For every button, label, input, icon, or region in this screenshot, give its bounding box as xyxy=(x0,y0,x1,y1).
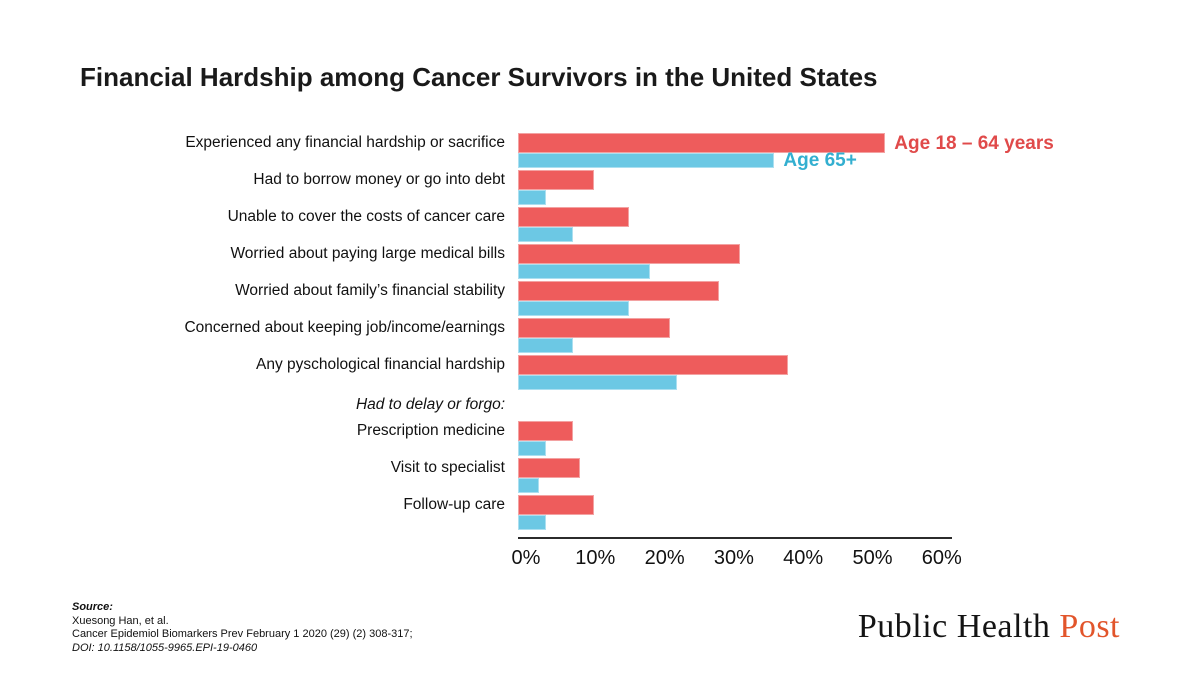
x-axis-tick: 20% xyxy=(644,547,685,569)
chart-title: Financial Hardship among Cancer Survivor… xyxy=(80,62,878,92)
x-axis-tick: 40% xyxy=(783,547,824,569)
legend-age-18-64: Age 18 – 64 years xyxy=(894,133,1054,154)
bars-cell xyxy=(518,458,1123,493)
bar-age-18-64 xyxy=(518,355,789,375)
category-label: Any pyschological financial hardship xyxy=(255,356,505,373)
bar-age-18-64 xyxy=(518,133,886,153)
bar-age-65-plus xyxy=(518,190,546,205)
bar-age-65-plus xyxy=(518,441,546,456)
x-axis: 0% 10% 20% 30% 40% 50% 60% xyxy=(512,537,962,569)
bar-age-18-64 xyxy=(518,458,581,478)
public-health-post-logo: Public Health Post xyxy=(858,608,1120,646)
bar-age-18-64 xyxy=(518,421,574,441)
bar-age-18-64 xyxy=(518,281,719,301)
bars-cell xyxy=(518,244,1123,279)
source-note: Source: Xuesong Han, et al. Cancer Epide… xyxy=(72,601,413,655)
bar-row: Unable to cover the costs of cancer care xyxy=(83,207,1123,242)
bar-age-65-plus xyxy=(518,301,629,316)
chart-rows: Experienced any financial hardship or sa… xyxy=(83,133,1123,530)
category-label: Follow-up care xyxy=(403,496,505,513)
bars-cell xyxy=(518,281,1123,316)
bar-row: Had to borrow money or go into debt xyxy=(83,170,1123,205)
bars-cell xyxy=(518,355,1123,390)
category-label: Prescription medicine xyxy=(356,422,505,439)
bar-age-65-plus xyxy=(518,227,574,242)
bar-age-65-plus xyxy=(518,338,574,353)
bar-row: Follow-up care xyxy=(83,495,1123,530)
bar-row: Concerned about keeping job/income/earni… xyxy=(83,318,1123,353)
category-label: Had to borrow money or go into debt xyxy=(253,171,505,188)
logo-text-black: Public Health xyxy=(857,608,1051,645)
bars-cell xyxy=(518,170,1123,205)
x-axis-tick: 60% xyxy=(921,547,962,569)
bar-age-18-64 xyxy=(518,207,629,227)
category-label: Had to delay or forgo: xyxy=(355,396,505,413)
category-label: Concerned about keeping job/income/earni… xyxy=(184,319,505,336)
category-label: Unable to cover the costs of cancer care xyxy=(227,208,505,225)
source-authors: Xuesong Han, et al. xyxy=(72,614,169,627)
subheader-row: Had to delay or forgo: xyxy=(83,392,1123,418)
bar-row: Experienced any financial hardship or sa… xyxy=(83,133,1123,171)
bar-age-18-64 xyxy=(518,170,595,190)
bar-row: Worried about family’s financial stabili… xyxy=(83,281,1123,316)
source-doi: DOI: 10.1158/1055-9965.EPI-19-0460 xyxy=(72,641,258,654)
category-label: Worried about paying large medical bills xyxy=(230,245,505,262)
logo-text-accent: Post xyxy=(1059,608,1120,645)
bar-row: Prescription medicine xyxy=(83,421,1123,456)
bars-cell xyxy=(518,495,1123,530)
bars-cell xyxy=(518,318,1123,353)
bar-age-65-plus xyxy=(518,375,678,390)
x-axis-tick: 50% xyxy=(852,547,893,569)
bar-age-18-64 xyxy=(518,318,671,338)
bar-age-65-plus xyxy=(518,153,775,168)
bar-row: Visit to specialist xyxy=(83,458,1123,493)
x-axis-tick: 10% xyxy=(575,547,616,569)
bar-age-18-64 xyxy=(518,244,740,264)
bars-cell xyxy=(518,421,1123,456)
x-axis-tick: 0% xyxy=(511,547,541,569)
bars-cell: Age 18 – 64 years Age 65+ xyxy=(518,133,1123,171)
bar-row: Worried about paying large medical bills xyxy=(83,244,1123,279)
source-label: Source: xyxy=(72,601,113,613)
bar-age-65-plus xyxy=(518,515,546,530)
source-journal: Cancer Epidemiol Biomarkers Prev Februar… xyxy=(72,628,413,640)
category-label: Experienced any financial hardship or sa… xyxy=(185,134,505,151)
bar-chart: Experienced any financial hardship or sa… xyxy=(83,133,1123,532)
category-label: Visit to specialist xyxy=(390,459,505,476)
bar-age-65-plus xyxy=(518,264,650,279)
legend-age-65-plus: Age 65+ xyxy=(783,150,857,171)
x-axis-tick: 30% xyxy=(713,547,754,569)
bars-cell xyxy=(518,207,1123,242)
bar-age-65-plus xyxy=(518,478,539,493)
bar-age-18-64 xyxy=(518,495,595,515)
bar-row: Any pyschological financial hardship xyxy=(83,355,1123,390)
category-label: Worried about family’s financial stabili… xyxy=(235,282,505,299)
